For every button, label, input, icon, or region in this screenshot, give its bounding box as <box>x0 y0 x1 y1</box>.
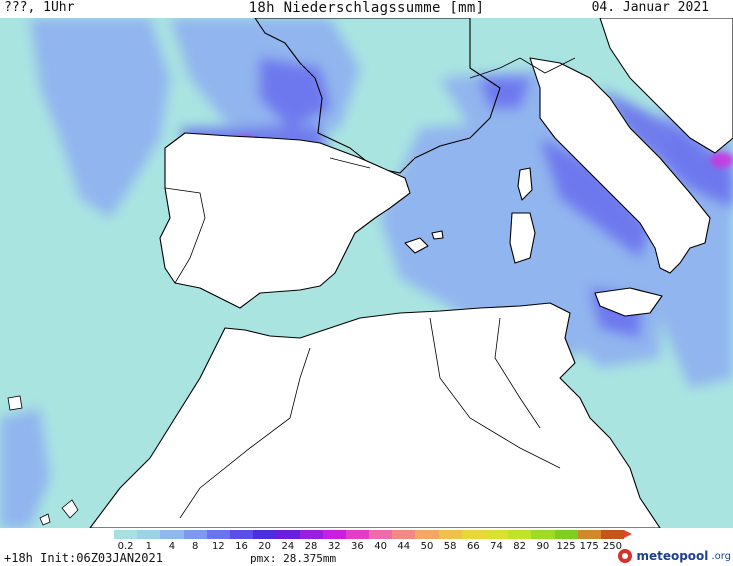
legend-tick-label: 16 <box>235 541 248 552</box>
legend-swatch <box>554 530 578 539</box>
legend-tick-label: 40 <box>374 541 387 552</box>
land-north-africa <box>89 302 661 528</box>
land-canary <box>7 395 79 526</box>
legend-swatch <box>369 530 393 539</box>
legend-tick-label: 125 <box>556 541 576 552</box>
pmx-label: pmx: 28.375mm <box>250 552 337 565</box>
legend-tick-label: 74 <box>490 541 503 552</box>
land-iberia <box>159 132 411 309</box>
legend-swatch <box>438 530 462 539</box>
logo-suffix: .org <box>711 550 731 562</box>
legend-swatch <box>531 530 555 539</box>
legend-tick-label: 0.2 <box>117 541 134 552</box>
legend-tick-label: 50 <box>420 541 434 552</box>
legend-swatch <box>114 530 138 539</box>
legend-swatch <box>322 530 346 539</box>
legend-tick-label: 36 <box>351 541 364 552</box>
legend-swatch <box>508 530 532 539</box>
land-sardinia <box>509 212 536 264</box>
logo-text: meteopool <box>636 549 709 563</box>
land-balearic <box>404 237 429 254</box>
legend-swatch <box>160 530 184 539</box>
legend-color-bar <box>114 530 625 539</box>
legend-tick-label: 82 <box>513 541 527 552</box>
init-time-label: +18h Init:06Z03JAN2021 <box>4 551 163 565</box>
legend-swatch <box>600 530 625 539</box>
land-masses <box>89 18 733 528</box>
country-borders <box>164 57 576 519</box>
land-italy <box>529 57 711 274</box>
legend-swatch <box>276 530 300 539</box>
logo-drop-icon <box>618 549 633 563</box>
legend-overflow-arrow <box>624 530 632 538</box>
legend-swatch <box>183 530 207 539</box>
legend-swatch <box>229 530 254 539</box>
map-title: 18h Niederschlagssumme [mm] <box>248 0 485 16</box>
legend-tick-label: 66 <box>466 541 480 552</box>
legend-tick-label: 4 <box>168 541 176 552</box>
legend-tick-label: 24 <box>281 541 295 552</box>
legend-tick-label: 250 <box>602 541 622 552</box>
legend-tick-label: 32 <box>327 541 341 552</box>
land-sicily <box>594 287 663 317</box>
legend-tick-label: 58 <box>443 541 457 552</box>
legend-swatch <box>345 530 370 539</box>
legend-swatch <box>415 530 439 539</box>
legend-tick-label: 90 <box>536 541 550 552</box>
meteopool-logo: meteopool .org <box>617 547 731 565</box>
legend-tick-label: 44 <box>397 541 411 552</box>
land-menorca <box>431 230 444 240</box>
legend-swatch <box>253 530 277 539</box>
land-corsica <box>517 167 533 201</box>
legend-swatch <box>577 530 601 539</box>
legend-swatch <box>485 530 509 539</box>
legend-swatch <box>461 530 485 539</box>
date-label: 04. Januar 2021 <box>591 0 709 15</box>
legend-tick-label: 20 <box>258 541 272 552</box>
legend-swatch <box>299 530 323 539</box>
legend-tick-label: 12 <box>211 541 225 552</box>
legend-swatch <box>392 530 416 539</box>
valid-time-label: ???, 1Uhr <box>4 0 75 15</box>
legend-swatch <box>206 530 230 539</box>
legend-tick-label: 8 <box>191 541 199 552</box>
land-balkans <box>599 18 733 154</box>
precipitation-map <box>0 18 733 528</box>
legend-tick-label: 175 <box>579 541 599 552</box>
precip-color-legend: 0.2 1 4 8 12 16 20 24 28 32 36 40 44 50 58 66 74 82 90 125 1… <box>112 530 632 552</box>
legend-tick-label: 1 <box>145 541 152 552</box>
legend-swatch <box>137 530 161 539</box>
legend-tick-label: 28 <box>304 541 318 552</box>
